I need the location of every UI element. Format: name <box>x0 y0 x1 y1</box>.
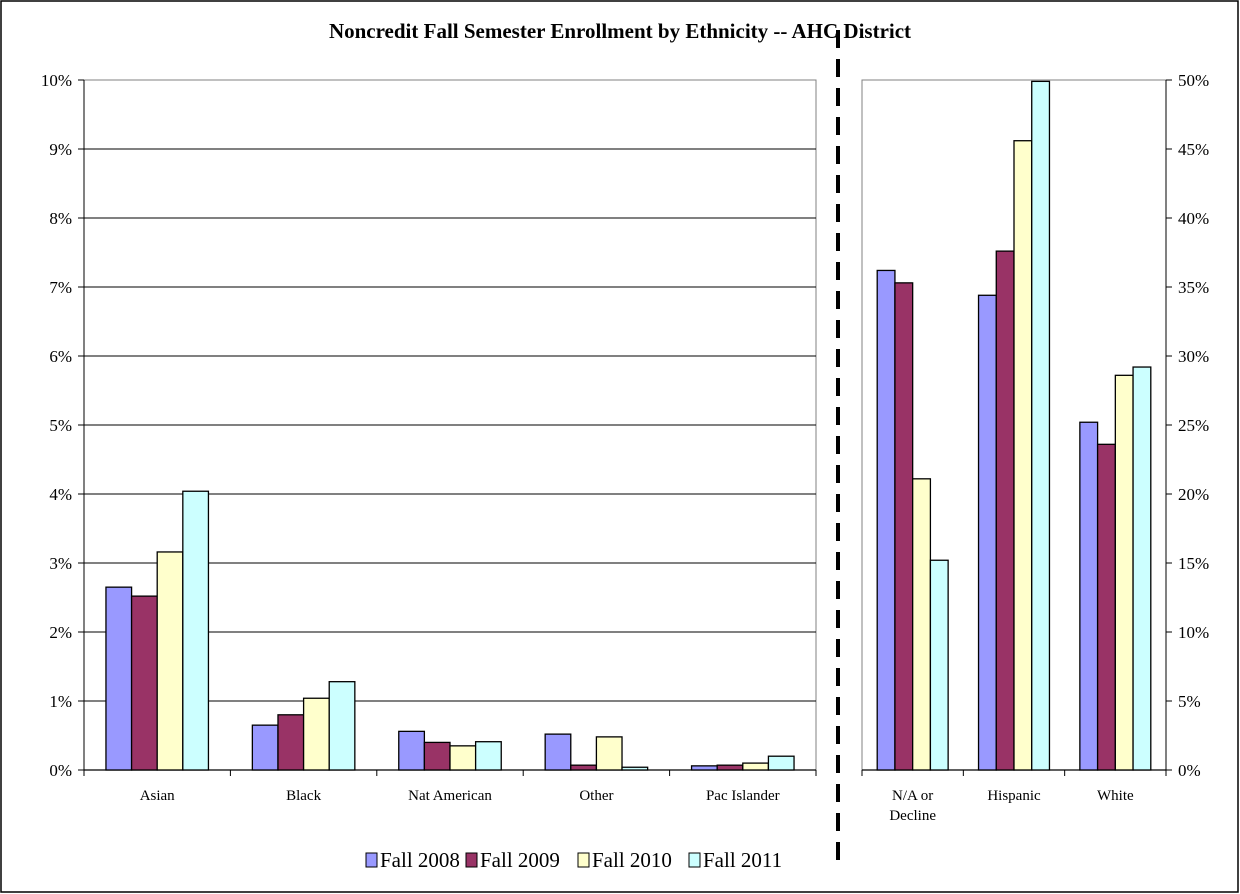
left-y-tick-label: 0% <box>49 761 72 780</box>
bar-n-a-or-decline-fall-2008 <box>876 269 896 771</box>
bar-white-fall-2009 <box>1096 443 1116 771</box>
left-y-tick-label: 9% <box>49 140 72 159</box>
legend-label-fall-2011: Fall 2011 <box>703 848 782 872</box>
left-y-tick-label: 5% <box>49 416 72 435</box>
right-y-tick-label: 10% <box>1178 623 1209 642</box>
category-label-n-a-or-decline: N/A or <box>892 788 933 804</box>
bar-pac-islander-fall-2011 <box>767 755 795 771</box>
bar-nat-american-fall-2010 <box>449 745 477 771</box>
right-y-tick-label: 0% <box>1178 761 1201 780</box>
left-y-tick-label: 7% <box>49 278 72 297</box>
bar-n-a-or-decline-fall-2010 <box>912 478 932 771</box>
left-y-tick-label: 3% <box>49 554 72 573</box>
right-y-tick-label: 35% <box>1178 278 1209 297</box>
legend-label-fall-2008: Fall 2008 <box>380 848 460 872</box>
bar-other-fall-2010 <box>595 736 623 771</box>
right-y-tick-label: 20% <box>1178 485 1209 504</box>
right-panel: 0% 5% 10% 15% 20% 25% 30% 35% 40% 45% 50% N/A or Dec… <box>861 71 1209 824</box>
right-y-tick-label: 25% <box>1178 416 1209 435</box>
bar-pac-islander-fall-2008 <box>690 765 718 771</box>
bar-n-a-or-decline-fall-2011 <box>929 559 949 771</box>
bar-hispanic-fall-2009 <box>995 250 1015 771</box>
right-y-tick-label: 30% <box>1178 347 1209 366</box>
legend-swatch-fall-2008 <box>365 852 378 868</box>
bar-other-fall-2009 <box>570 764 598 771</box>
legend-label-fall-2010: Fall 2010 <box>592 848 672 872</box>
legend: Fall 2008 Fall 2009 Fall 2010 Fall 2011 <box>365 848 782 872</box>
bar-asian-fall-2011 <box>182 490 210 771</box>
bar-hispanic-fall-2011 <box>1031 80 1051 771</box>
bar-nat-american-fall-2009 <box>423 741 451 771</box>
bar-nat-american-fall-2008 <box>398 730 426 771</box>
legend-swatch-fall-2010 <box>577 852 590 868</box>
right-y-tick-label: 50% <box>1178 71 1209 90</box>
bar-asian-fall-2009 <box>130 595 158 771</box>
bar-pac-islander-fall-2009 <box>716 764 744 771</box>
left-y-tick-label: 1% <box>49 692 72 711</box>
bar-white-fall-2008 <box>1079 421 1099 771</box>
bar-asian-fall-2010 <box>156 551 184 771</box>
left-y-tick-label: 4% <box>49 485 72 504</box>
left-y-tick-label: 2% <box>49 623 72 642</box>
bar-other-fall-2011 <box>621 766 649 771</box>
bar-black-fall-2011 <box>328 681 356 771</box>
category-label-n-a-or-decline: Decline <box>889 808 936 824</box>
bar-pac-islander-fall-2010 <box>742 762 770 771</box>
category-label-black: Black <box>286 788 321 804</box>
category-label-pac-islander: Pac Islander <box>706 788 780 804</box>
bar-nat-american-fall-2011 <box>474 741 502 771</box>
category-label-hispanic: Hispanic <box>987 788 1041 804</box>
bar-black-fall-2010 <box>302 697 330 771</box>
category-label-asian: Asian <box>140 788 175 804</box>
bar-asian-fall-2008 <box>105 586 133 771</box>
left-y-tick-label: 6% <box>49 347 72 366</box>
right-y-tick-label: 45% <box>1178 140 1209 159</box>
legend-label-fall-2009: Fall 2009 <box>480 848 560 872</box>
bar-black-fall-2008 <box>251 724 279 771</box>
left-y-tick-label: 10% <box>41 71 72 90</box>
bar-hispanic-fall-2008 <box>977 294 997 771</box>
left-y-tick-label: 8% <box>49 209 72 228</box>
right-y-tick-label: 40% <box>1178 209 1209 228</box>
bar-white-fall-2011 <box>1132 366 1152 771</box>
bar-other-fall-2008 <box>544 733 572 771</box>
right-y-tick-label: 5% <box>1178 692 1201 711</box>
category-label-nat-american: Nat American <box>408 788 492 804</box>
legend-swatch-fall-2009 <box>465 852 478 868</box>
left-panel: 0% 1% 2% 3% 4% 5% 6% 7% 8% 9% 10% Asian Black Nat Ame… <box>41 71 817 804</box>
bar-white-fall-2010 <box>1114 374 1134 771</box>
chart-title: Noncredit Fall Semester Enrollment by Et… <box>329 19 911 43</box>
category-label-white: White <box>1097 788 1134 804</box>
bar-hispanic-fall-2010 <box>1013 140 1033 771</box>
legend-swatch-fall-2011 <box>688 852 701 868</box>
right-y-tick-label: 15% <box>1178 554 1209 573</box>
bar-black-fall-2009 <box>277 714 305 771</box>
bar-n-a-or-decline-fall-2009 <box>894 282 914 771</box>
category-label-other: Other <box>579 788 613 804</box>
